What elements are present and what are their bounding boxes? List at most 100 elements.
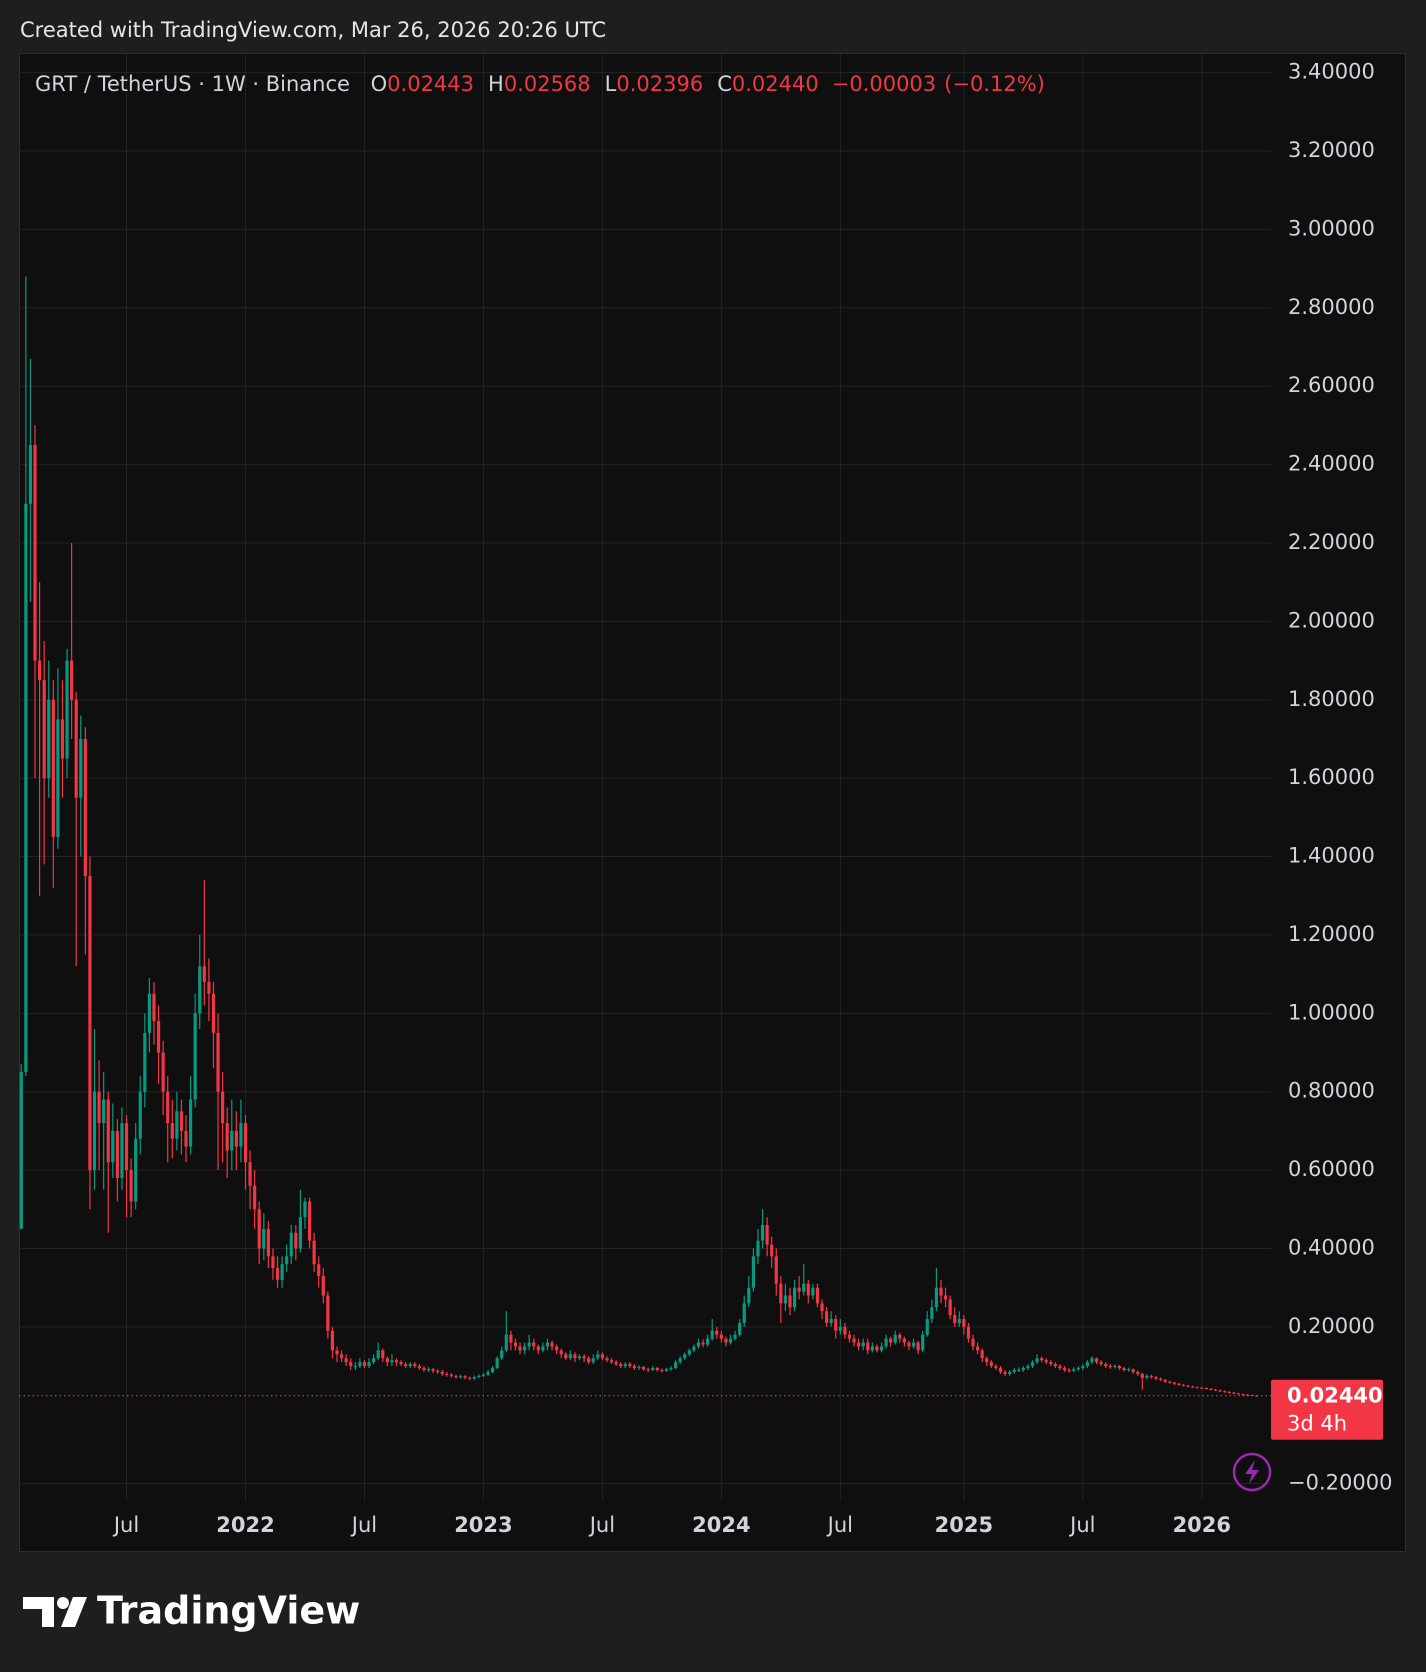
candle-body xyxy=(802,1283,806,1292)
candle-body xyxy=(724,1338,728,1343)
candle-body xyxy=(298,1217,303,1249)
candle-body xyxy=(143,1032,147,1092)
y-tick-label: 0.60000 xyxy=(1288,1157,1375,1181)
candle-body xyxy=(248,1162,252,1186)
candle-body xyxy=(577,1356,582,1359)
candle-body xyxy=(56,719,60,837)
candle-body xyxy=(202,966,206,982)
candle-body xyxy=(335,1350,339,1355)
candle-body xyxy=(934,1287,939,1308)
candle-body xyxy=(330,1330,335,1351)
candle-body xyxy=(326,1295,330,1331)
candle-body xyxy=(408,1364,412,1367)
candle-body xyxy=(655,1368,659,1370)
candle-body xyxy=(591,1358,595,1363)
candle-body xyxy=(861,1342,865,1347)
candle-body xyxy=(619,1364,623,1367)
candle-body xyxy=(1030,1362,1035,1367)
symbol: GRT / TetherUS · 1W · Binance xyxy=(35,72,350,96)
candle-body xyxy=(422,1368,426,1370)
candle-body xyxy=(312,1240,316,1265)
candle-body xyxy=(88,876,92,1171)
candle-body xyxy=(490,1368,495,1372)
candle-body xyxy=(1223,1391,1227,1393)
candle-body xyxy=(728,1338,733,1343)
x-tick-label: Jul xyxy=(350,1513,377,1537)
candles xyxy=(19,276,1259,1397)
candle-body xyxy=(486,1371,490,1375)
candle-body xyxy=(532,1342,536,1347)
candle-body xyxy=(609,1360,614,1363)
candle-body xyxy=(1026,1366,1030,1369)
y-tick-label: 2.00000 xyxy=(1288,608,1375,632)
candle-body xyxy=(568,1354,572,1359)
candle-body xyxy=(1145,1375,1149,1378)
candle-body xyxy=(445,1373,449,1375)
candle-body xyxy=(60,719,65,759)
candle-body xyxy=(266,1228,270,1257)
candle-body xyxy=(234,1130,238,1147)
x-tick-label: Jul xyxy=(1068,1513,1095,1537)
candle-body xyxy=(431,1369,435,1371)
candle-body xyxy=(1117,1366,1122,1369)
candle-body xyxy=(962,1319,966,1327)
candle-body xyxy=(674,1362,678,1369)
candle-body xyxy=(765,1224,769,1245)
candle-body xyxy=(623,1364,627,1367)
tradingview-logo[interactable]: TradingView xyxy=(23,1589,360,1633)
candle-body xyxy=(33,444,37,661)
candle-body xyxy=(211,993,216,1033)
x-tick-label: 2024 xyxy=(692,1513,750,1537)
candle-body xyxy=(1017,1369,1021,1371)
candle-body xyxy=(262,1228,266,1249)
candle-body xyxy=(536,1346,540,1351)
candle-body xyxy=(170,1123,174,1139)
y-tick-label: 1.40000 xyxy=(1288,844,1375,868)
candle-body xyxy=(733,1334,737,1339)
candle-body xyxy=(1067,1369,1071,1371)
candle-body xyxy=(994,1366,998,1369)
quick-trade-icon[interactable] xyxy=(1232,1452,1272,1492)
candle-body xyxy=(701,1342,705,1345)
candle-body xyxy=(1181,1384,1186,1386)
candle-body xyxy=(129,1170,133,1202)
candle-body xyxy=(257,1209,261,1249)
candle-body xyxy=(385,1358,389,1363)
candle-body xyxy=(555,1346,559,1351)
candle-body xyxy=(243,1123,248,1163)
legend-key: C xyxy=(717,72,732,96)
candle-body xyxy=(1191,1386,1195,1388)
candle-body xyxy=(221,1091,225,1124)
candle-body xyxy=(124,1123,129,1171)
legend-value: 0.02568 xyxy=(504,72,591,96)
candle-body xyxy=(564,1354,568,1359)
candle-body xyxy=(838,1326,842,1331)
candle-body xyxy=(756,1240,760,1257)
candle-body xyxy=(1108,1366,1112,1368)
candle-body xyxy=(321,1275,325,1296)
candle-body xyxy=(980,1350,984,1359)
candle-body xyxy=(1076,1368,1080,1370)
candle-body xyxy=(102,1099,106,1124)
candle-body xyxy=(285,1256,289,1265)
candle-body xyxy=(916,1342,920,1351)
candle-body xyxy=(815,1287,820,1304)
candle-body xyxy=(843,1326,847,1335)
candle-body xyxy=(1209,1388,1213,1390)
candle-body xyxy=(367,1362,371,1367)
candle-body xyxy=(184,1130,188,1147)
candle-body xyxy=(857,1342,861,1347)
chart-panel xyxy=(19,53,1406,1552)
candle-body xyxy=(852,1338,856,1343)
candle-body xyxy=(747,1287,751,1304)
candle-body xyxy=(692,1346,696,1351)
candle-body xyxy=(541,1346,545,1351)
candle-body xyxy=(134,1138,138,1202)
candle-body xyxy=(65,660,69,759)
candle-body xyxy=(1040,1358,1044,1361)
candle-body xyxy=(632,1366,637,1369)
candle-body xyxy=(500,1350,504,1359)
candle-body xyxy=(1163,1379,1167,1382)
candle-body xyxy=(1104,1364,1108,1367)
